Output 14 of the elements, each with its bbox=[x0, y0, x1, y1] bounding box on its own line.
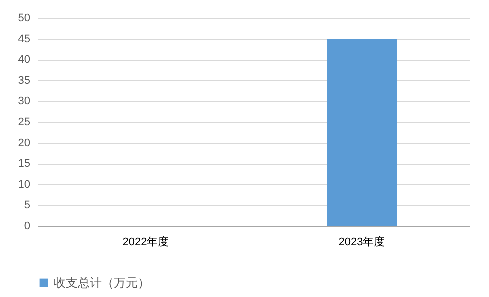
y-tick-label: 45 bbox=[18, 33, 30, 46]
legend-label: 收支总计（万元） bbox=[54, 276, 150, 290]
y-tick-label: 40 bbox=[18, 54, 30, 66]
y-tick-label: 10 bbox=[18, 178, 30, 191]
y-tick-label: 5 bbox=[24, 200, 30, 212]
x-tick-label: 2023年度 bbox=[338, 236, 386, 248]
y-tick-label: 35 bbox=[18, 74, 30, 87]
y-tick-label: 50 bbox=[18, 12, 30, 24]
x-tick-label: 2022年度 bbox=[122, 236, 170, 248]
y-tick-label: 0 bbox=[24, 220, 30, 232]
y-tick-label: 30 bbox=[18, 96, 30, 108]
y-tick-label: 15 bbox=[18, 158, 30, 170]
y-tick-label: 25 bbox=[18, 116, 30, 128]
y-tick-label: 20 bbox=[18, 137, 30, 150]
